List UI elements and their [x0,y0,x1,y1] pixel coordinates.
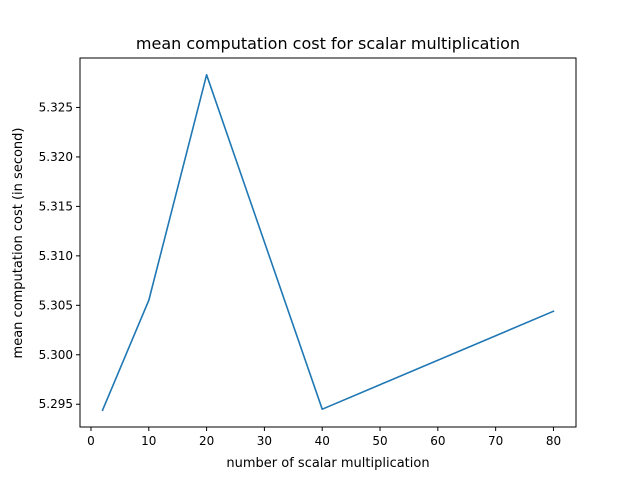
x-axis-label: number of scalar multiplication [226,456,429,471]
y-axis-label: mean computation cost (in second) [11,128,26,359]
x-tick-label: 60 [430,434,445,448]
x-tick-label: 30 [257,434,272,448]
x-tick-label: 10 [141,434,156,448]
x-tick-label: 40 [315,434,330,448]
x-tick-label: 20 [199,434,214,448]
y-tick-label: 5.300 [39,348,73,362]
x-tick-label: 50 [372,434,387,448]
x-axis: 0 10 20 30 40 50 60 70 80 [87,427,561,448]
y-axis: 5.295 5.300 5.305 5.310 5.315 5.320 5.325 [39,100,80,411]
plot-frame [79,57,577,428]
x-tick-label: 70 [488,434,503,448]
plot-content [101,74,555,412]
y-tick-label: 5.305 [39,298,73,312]
y-tick-label: 5.320 [39,150,73,164]
chart-title: mean computation cost for scalar multipl… [136,34,520,53]
y-tick-label: 5.310 [39,249,73,263]
y-tick-label: 5.325 [39,100,73,114]
x-tick-label: 80 [546,434,561,448]
y-tick-label: 5.295 [39,397,73,411]
x-tick-label: 0 [87,434,95,448]
y-tick-label: 5.315 [39,199,73,213]
